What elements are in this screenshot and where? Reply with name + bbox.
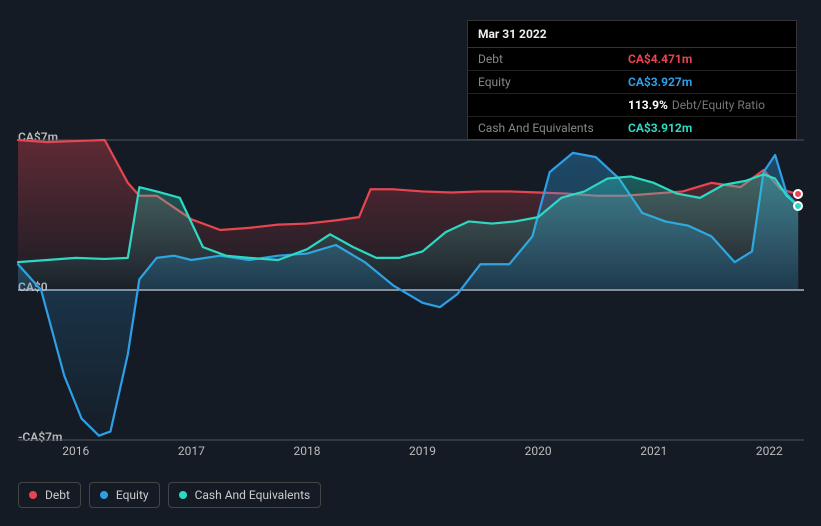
- legend-item-equity[interactable]: Equity: [89, 482, 160, 508]
- x-axis-tick-label: 2019: [409, 444, 436, 458]
- x-axis-tick-label: 2022: [756, 444, 783, 458]
- legend-dot-icon: [179, 491, 187, 499]
- legend-dot-icon: [100, 491, 108, 499]
- legend-label: Equity: [116, 488, 149, 502]
- legend-label: Debt: [45, 488, 70, 502]
- series-end-marker: [793, 189, 803, 199]
- legend-item-cash-and-equivalents[interactable]: Cash And Equivalents: [168, 482, 322, 508]
- x-axis-tick-label: 2016: [62, 444, 89, 458]
- x-axis-tick-label: 2018: [293, 444, 320, 458]
- chart-legend: Debt Equity Cash And Equivalents: [18, 482, 321, 508]
- x-axis-tick-label: 2020: [525, 444, 552, 458]
- legend-item-debt[interactable]: Debt: [18, 482, 81, 508]
- x-axis-tick-label: 2017: [178, 444, 205, 458]
- x-axis-tick-label: 2021: [640, 444, 667, 458]
- legend-label: Cash And Equivalents: [195, 488, 311, 502]
- legend-dot-icon: [29, 491, 37, 499]
- series-end-marker: [793, 201, 803, 211]
